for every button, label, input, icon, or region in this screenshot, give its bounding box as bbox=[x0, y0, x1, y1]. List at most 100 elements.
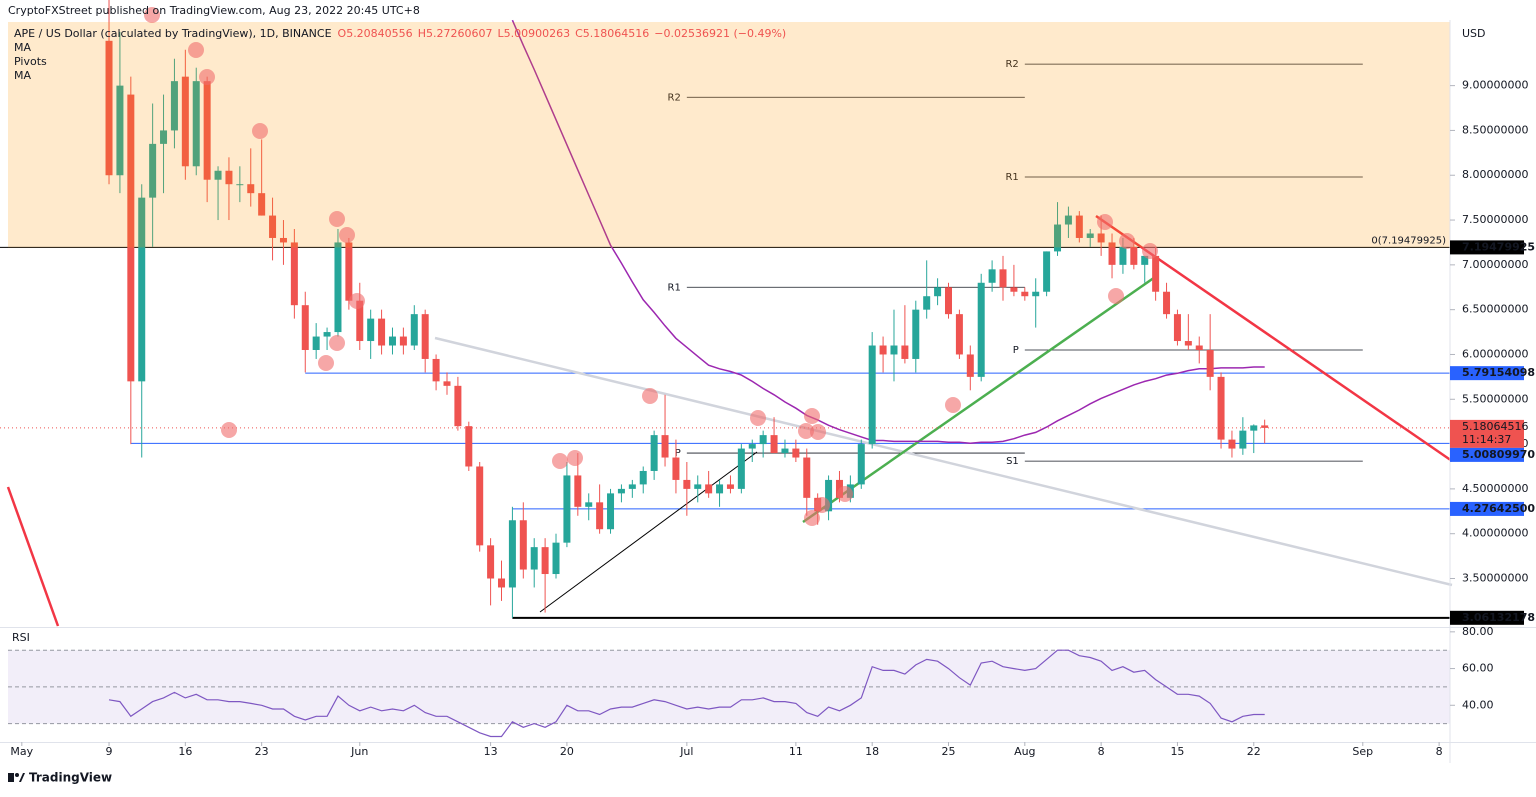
candle-body bbox=[378, 318, 386, 346]
candle-body bbox=[748, 444, 756, 449]
candle-body bbox=[781, 448, 789, 454]
level-price-label: 5.00809970 bbox=[1462, 448, 1535, 461]
rsi-y-tick-label: 40.00 bbox=[1462, 698, 1494, 711]
highlight-circle bbox=[252, 123, 268, 139]
change: −0.02536921 (−0.49%) bbox=[654, 27, 786, 40]
candle-body bbox=[901, 345, 909, 359]
x-tick-label: Jul bbox=[679, 745, 693, 758]
x-tick-label: 20 bbox=[560, 745, 574, 758]
candle-body bbox=[628, 484, 636, 489]
level-price-box bbox=[1450, 447, 1524, 462]
candle-body bbox=[312, 336, 320, 350]
candle-body bbox=[607, 493, 615, 530]
rsi-y-tick-label: 80.00 bbox=[1462, 625, 1494, 638]
pivot-label: R2 bbox=[1005, 59, 1018, 70]
tradingview-logo bbox=[8, 773, 25, 782]
candle-body bbox=[1239, 430, 1247, 449]
rsi-line bbox=[108, 649, 1265, 738]
pivot-label: R2 bbox=[668, 92, 681, 103]
highlight-circle bbox=[329, 211, 345, 227]
candle-body bbox=[149, 143, 157, 198]
candle-body bbox=[792, 448, 800, 458]
highlight-circle bbox=[552, 453, 568, 469]
highlight-circle bbox=[318, 355, 334, 371]
candle-body bbox=[138, 197, 146, 382]
x-tick-label: 18 bbox=[865, 745, 879, 758]
candle-body bbox=[1075, 215, 1083, 238]
candle-body bbox=[476, 466, 484, 546]
candle-body bbox=[1130, 246, 1138, 265]
highlight-circle bbox=[814, 497, 830, 513]
candle-body bbox=[955, 314, 963, 355]
current-price-label: 5.18064516 bbox=[1462, 420, 1528, 433]
candle-body bbox=[934, 287, 942, 297]
high: H5.27260607 bbox=[418, 27, 493, 40]
candle-body bbox=[912, 309, 920, 359]
candle-body bbox=[650, 435, 658, 471]
highlight-circle bbox=[1108, 288, 1124, 304]
highlight-circle bbox=[798, 423, 814, 439]
x-tick-label: 9 bbox=[106, 745, 113, 758]
supply-zone bbox=[8, 22, 1450, 248]
candle-body bbox=[977, 282, 985, 377]
highlight-circle bbox=[810, 424, 826, 440]
candle-body bbox=[1010, 287, 1018, 292]
candle-body bbox=[116, 85, 124, 176]
text-layer: CryptoFXStreet published on TradingView.… bbox=[8, 4, 1486, 785]
candle-body bbox=[1195, 345, 1203, 350]
candle-body bbox=[552, 542, 560, 575]
x-tick-label: Jun bbox=[350, 745, 368, 758]
back-layer: R2 R1 P R2 R1 P S1 bbox=[0, 59, 1450, 725]
candle-body bbox=[1032, 291, 1040, 297]
candle-body bbox=[944, 287, 952, 315]
candle-body bbox=[617, 488, 625, 494]
highlight-circle bbox=[199, 69, 215, 85]
candle-body bbox=[105, 40, 113, 176]
highlight-circle bbox=[1097, 214, 1113, 230]
candle-body bbox=[432, 358, 440, 382]
candle-body bbox=[1184, 341, 1192, 346]
candle-body bbox=[127, 94, 135, 382]
symbol-legend: APE / US Dollar (calculated by TradingVi… bbox=[14, 27, 786, 40]
candle-body bbox=[759, 435, 767, 445]
x-tick-label: 22 bbox=[1247, 745, 1261, 758]
current-price-box bbox=[1450, 419, 1524, 448]
candle-body bbox=[1250, 425, 1258, 431]
level-price-box bbox=[1450, 240, 1524, 255]
candle-body bbox=[879, 345, 887, 355]
x-tick-label: Sep bbox=[1352, 745, 1373, 758]
level-price-label: 5.79154098 bbox=[1462, 366, 1535, 379]
candle-body bbox=[770, 435, 778, 454]
candle-body bbox=[487, 545, 495, 579]
candle-body bbox=[672, 457, 680, 480]
candle-body bbox=[247, 184, 255, 194]
highlight-circle bbox=[144, 7, 160, 23]
candle-body bbox=[1173, 314, 1181, 342]
candle-body bbox=[726, 484, 734, 489]
candle-body bbox=[574, 475, 582, 507]
candle-body bbox=[356, 300, 364, 342]
candle-body bbox=[508, 520, 516, 588]
candle-body bbox=[530, 547, 538, 570]
level-price-box bbox=[1450, 610, 1524, 625]
indicator-label: Pivots bbox=[14, 55, 47, 68]
candle-body bbox=[1228, 439, 1236, 449]
candle-body bbox=[410, 314, 418, 346]
candle-body bbox=[683, 479, 691, 489]
highlight-circle bbox=[804, 510, 820, 526]
trend-line bbox=[539, 451, 758, 613]
candle-body bbox=[236, 184, 244, 186]
highlight-circle bbox=[642, 388, 658, 404]
candle-body bbox=[519, 520, 527, 570]
y-tick-label: 6.50000000 bbox=[1462, 303, 1528, 316]
candle-body bbox=[988, 269, 996, 283]
y-tick-label: 6.00000000 bbox=[1462, 347, 1528, 360]
candle-body bbox=[367, 318, 375, 342]
level-price-box bbox=[1450, 501, 1524, 516]
y-tick-label: 3.50000000 bbox=[1462, 572, 1528, 585]
candle-body bbox=[857, 444, 865, 485]
x-tick-label: 11 bbox=[789, 745, 803, 758]
zone-label: 0(7.19479925) bbox=[1371, 235, 1446, 246]
candle-body bbox=[716, 484, 724, 494]
y-tick-label: 8.00000000 bbox=[1462, 168, 1528, 181]
